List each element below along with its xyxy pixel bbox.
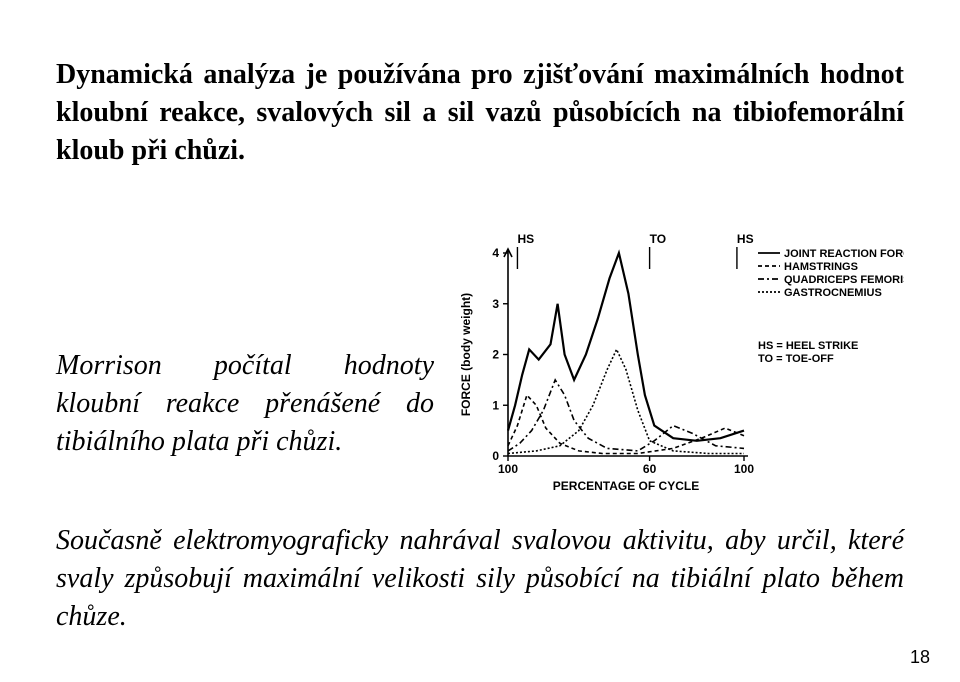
- svg-text:FORCE (body weight): FORCE (body weight): [459, 293, 473, 416]
- heading: Dynamická analýza je používána pro zjišť…: [56, 56, 904, 169]
- svg-text:QUADRICEPS FEMORIS: QUADRICEPS FEMORIS: [784, 274, 904, 286]
- svg-text:1: 1: [492, 399, 499, 413]
- svg-text:4: 4: [492, 246, 499, 260]
- page-number: 18: [910, 647, 930, 668]
- svg-text:PERCENTAGE OF CYCLE: PERCENTAGE OF CYCLE: [553, 479, 699, 493]
- svg-text:HAMSTRINGS: HAMSTRINGS: [784, 261, 858, 273]
- left-column: Morrison počítal hodnoty kloubní reakce …: [56, 231, 454, 488]
- svg-text:60: 60: [643, 462, 657, 476]
- svg-text:2: 2: [492, 348, 499, 362]
- svg-text:100: 100: [498, 462, 518, 476]
- svg-text:TO = TOE-OFF: TO = TOE-OFF: [758, 353, 834, 365]
- svg-text:HS = HEEL STRIKE: HS = HEEL STRIKE: [758, 340, 858, 352]
- force-chart: 0 1 2 3 4 100 60 100 FORCE (body weight) PERCENTA…: [454, 231, 904, 496]
- svg-text:HS: HS: [517, 232, 534, 246]
- svg-text:GASTROCNEMIUS: GASTROCNEMIUS: [784, 287, 882, 299]
- svg-text:0: 0: [492, 449, 499, 463]
- bottom-paragraph: Současně elektromyograficky nahrával sva…: [56, 522, 904, 635]
- two-column-row: Morrison počítal hodnoty kloubní reakce …: [56, 231, 904, 496]
- svg-text:3: 3: [492, 297, 499, 311]
- svg-text:JOINT REACTION FORCE: JOINT REACTION FORCE: [784, 248, 904, 260]
- svg-text:HS: HS: [737, 232, 754, 246]
- svg-text:100: 100: [734, 462, 754, 476]
- left-paragraph: Morrison počítal hodnoty kloubní reakce …: [56, 347, 434, 460]
- svg-text:TO: TO: [650, 232, 666, 246]
- right-column: 0 1 2 3 4 100 60 100 FORCE (body weight) PERCENTA…: [454, 231, 904, 496]
